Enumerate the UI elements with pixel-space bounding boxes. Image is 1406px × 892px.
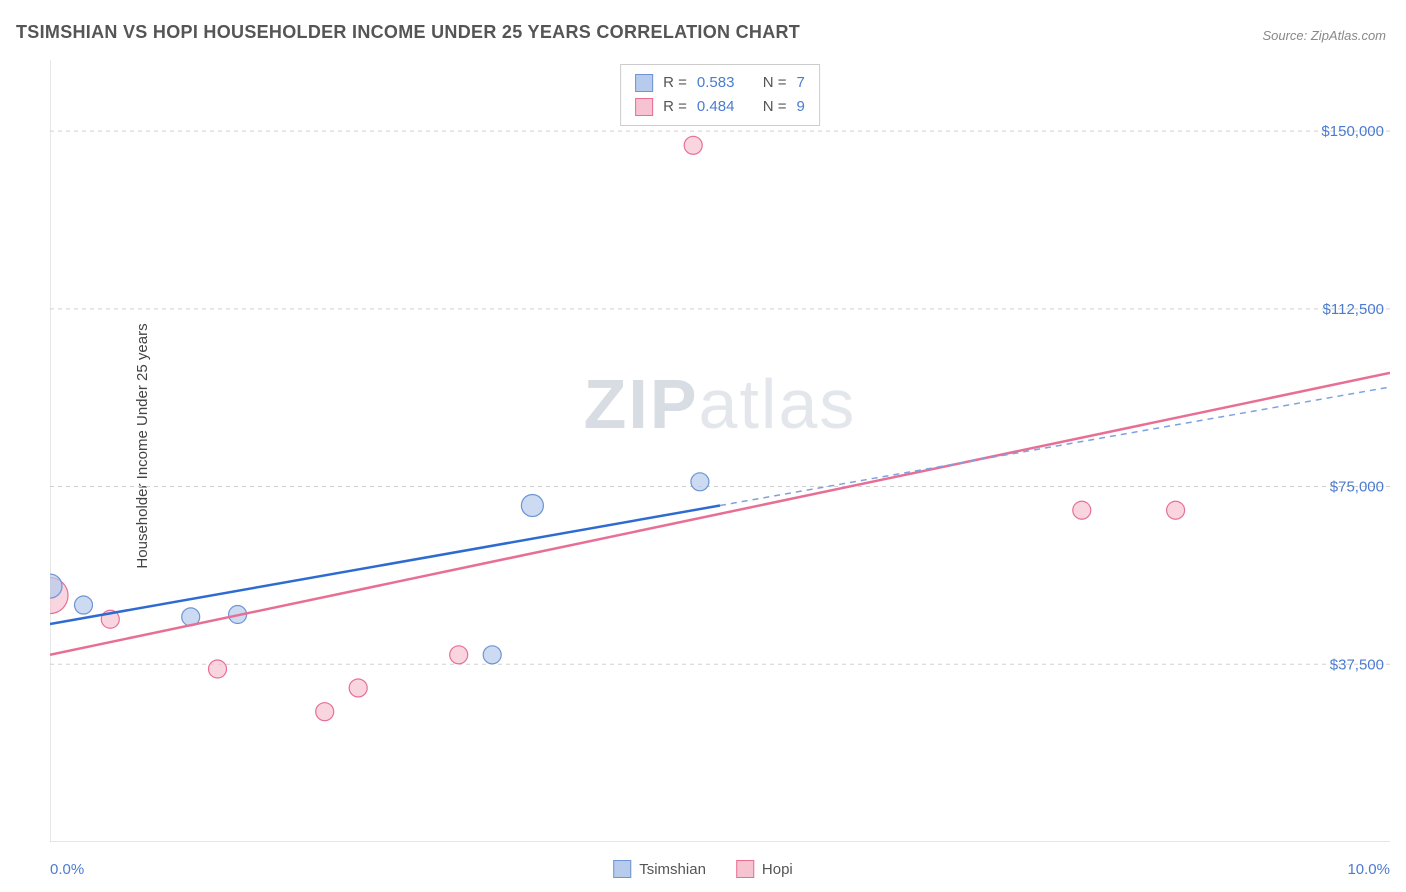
legend-item-tsimshian: Tsimshian <box>613 860 706 878</box>
svg-text:$37,500: $37,500 <box>1330 656 1384 673</box>
swatch-hopi <box>635 98 653 116</box>
x-axis-max-label: 10.0% <box>1347 861 1390 878</box>
svg-text:$75,000: $75,000 <box>1330 479 1384 496</box>
source-attribution: Source: ZipAtlas.com <box>1262 28 1386 43</box>
swatch-tsimshian <box>635 74 653 92</box>
legend-item-hopi: Hopi <box>736 860 793 878</box>
stats-row-hopi: R = 0.484 N = 9 <box>635 95 805 119</box>
legend-label-tsimshian: Tsimshian <box>639 861 706 878</box>
chart-plot-area: $37,500$75,000$112,500$150,000 ZIPatlas … <box>50 60 1390 842</box>
series-legend: Tsimshian Hopi <box>613 860 793 878</box>
stats-row-tsimshian: R = 0.583 N = 7 <box>635 71 805 95</box>
x-axis-min-label: 0.0% <box>50 861 84 878</box>
scatter-plot: $37,500 $75,000 $112,500 $150,000 <box>50 60 1390 842</box>
chart-title: TSIMSHIAN VS HOPI HOUSEHOLDER INCOME UND… <box>16 22 800 43</box>
svg-text:$112,500: $112,500 <box>1323 301 1384 318</box>
legend-swatch-hopi <box>736 860 754 878</box>
correlation-stats-box: R = 0.583 N = 7 R = 0.484 N = 9 <box>620 64 820 126</box>
svg-text:$150,000: $150,000 <box>1321 123 1384 140</box>
legend-swatch-tsimshian <box>613 860 631 878</box>
legend-label-hopi: Hopi <box>762 861 793 878</box>
